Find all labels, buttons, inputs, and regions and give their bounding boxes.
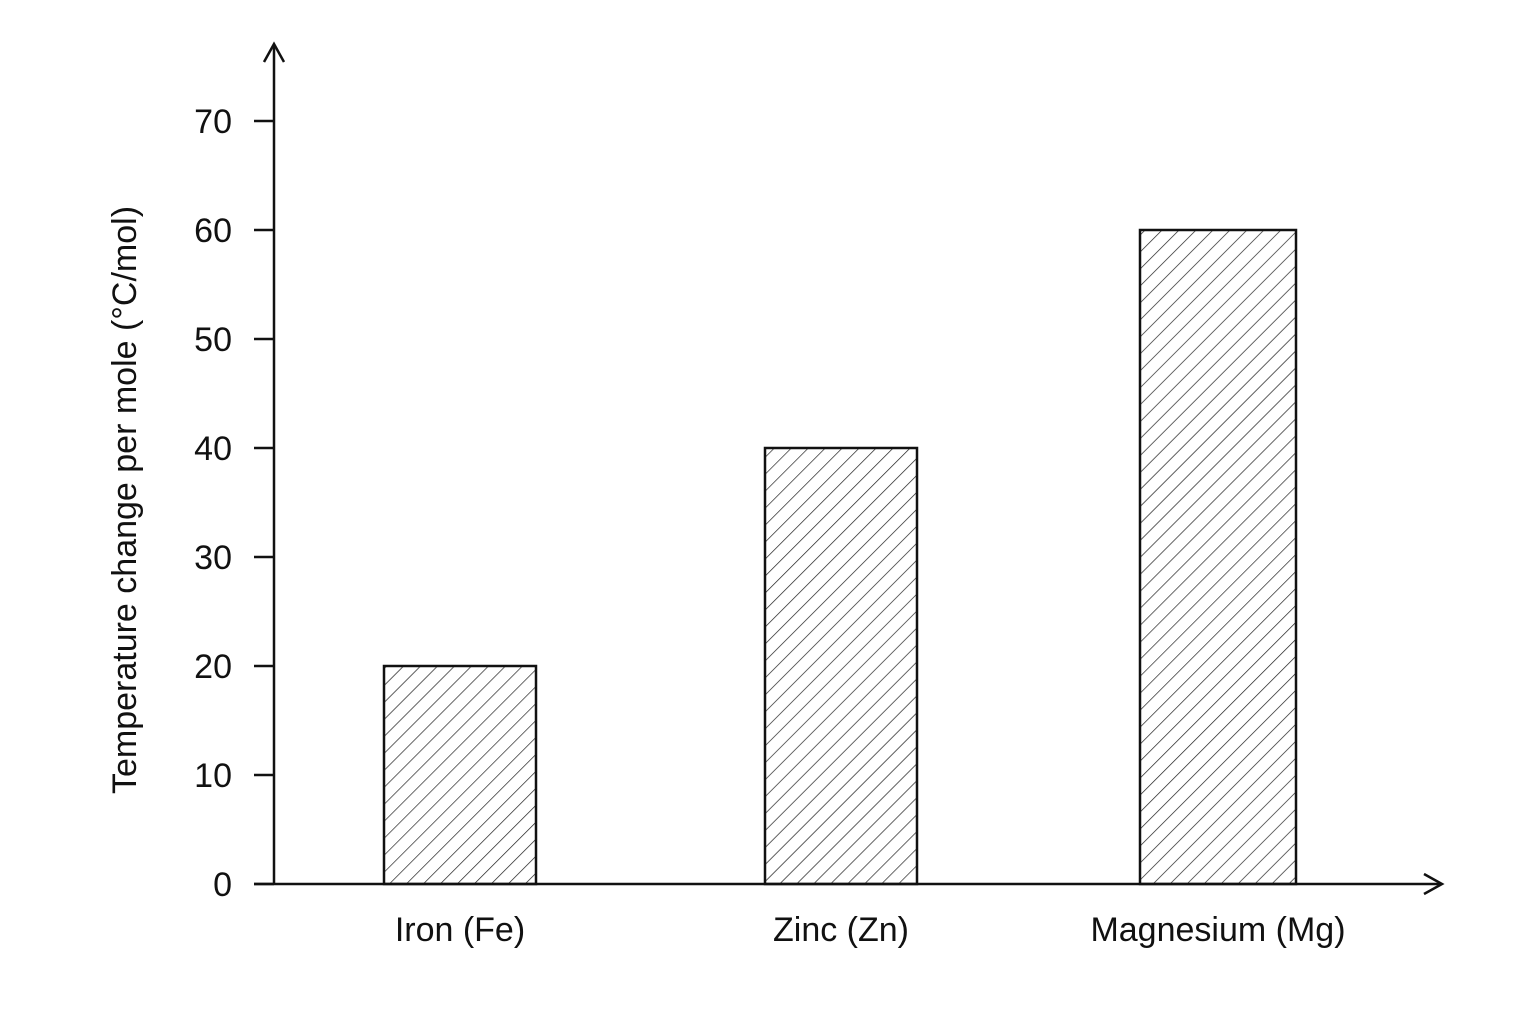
y-tick-label: 30: [194, 539, 232, 577]
x-tick-label: Iron (Fe): [395, 911, 525, 949]
y-tick-label: 40: [194, 430, 232, 468]
y-axis-arrow: [262, 41, 286, 63]
y-tick-label: 0: [213, 866, 232, 904]
y-tick-label: 60: [194, 212, 232, 250]
y-ticks: 0 10 20 30 40 50 60 70: [194, 103, 274, 904]
bar-magnesium-mg: [1138, 228, 1298, 886]
bar-iron-fe: [382, 664, 538, 886]
x-tick-labels: Iron (Fe) Zinc (Zn) Magnesium (Mg): [395, 911, 1346, 949]
y-tick-label: 70: [194, 103, 232, 141]
x-axis-arrow: [1423, 872, 1445, 896]
x-tick-label: Magnesium (Mg): [1090, 911, 1345, 949]
y-tick-label: 10: [194, 757, 232, 795]
bars: [382, 228, 1298, 886]
bar-zinc-zn: [763, 446, 919, 886]
y-tick-label: 20: [194, 648, 232, 686]
axes: [254, 41, 1445, 896]
x-tick-label: Zinc (Zn): [773, 911, 909, 949]
y-axis-label: Temperature change per mole (°C/mol): [106, 206, 144, 794]
y-tick-label: 50: [194, 321, 232, 359]
